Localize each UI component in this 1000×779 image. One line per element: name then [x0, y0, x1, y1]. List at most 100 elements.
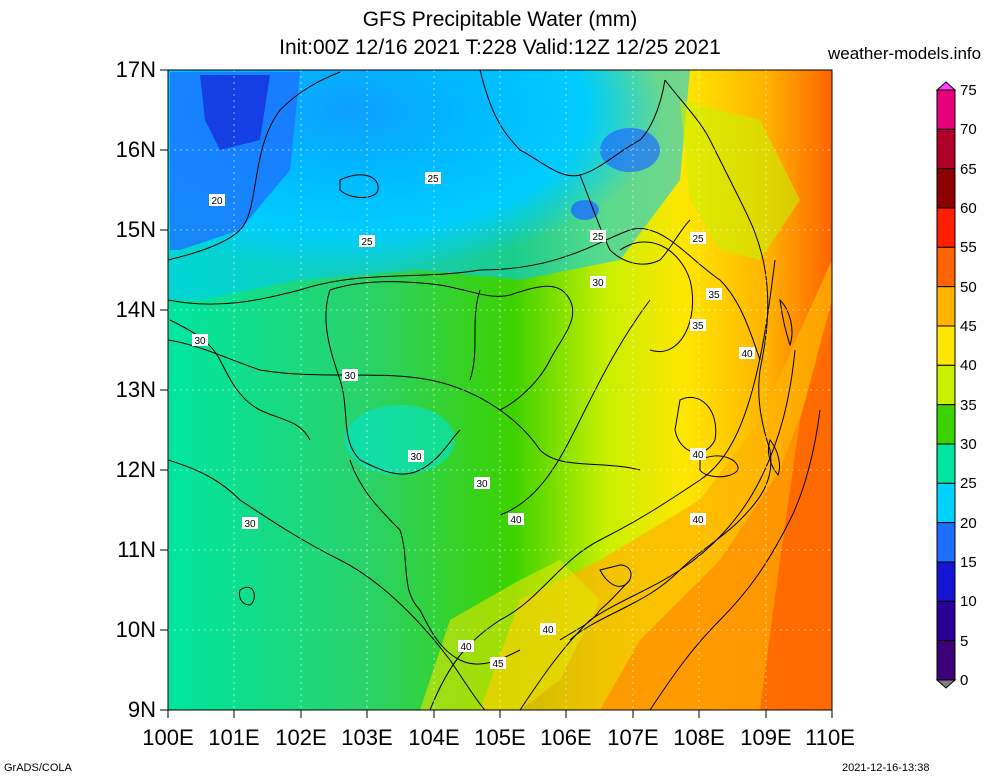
lat-label: 10N — [115, 617, 156, 642]
contour-label-bg — [342, 369, 358, 381]
colorbar-level-label: 0 — [960, 672, 969, 689]
lon-label: 104E — [408, 725, 460, 750]
contour-label-bg — [209, 194, 225, 206]
colorbar-segment — [936, 168, 956, 209]
colorbar-level-label: 15 — [960, 554, 977, 571]
colorbar-level-label: 5 — [960, 632, 969, 650]
lat-label: 15N — [115, 217, 156, 242]
contour-label: 40 — [542, 625, 554, 636]
lon-label: 103E — [341, 725, 393, 750]
lon-label: 100E — [142, 725, 194, 750]
contour-label: 40 — [692, 515, 704, 526]
contour-label-bg — [690, 232, 706, 244]
contour-label-bg — [490, 657, 506, 669]
colorbar-level-label: 10 — [960, 593, 977, 611]
lon-label: 101E — [208, 725, 260, 750]
colorbar-segment — [936, 364, 956, 406]
contour-label: 20 — [211, 196, 223, 207]
colorbar-level-label: 40 — [960, 357, 977, 375]
lat-label: 17N — [115, 57, 156, 82]
contour-label-bg — [192, 334, 208, 346]
footer-timestamp: 2021-12-16-13:38 — [842, 762, 930, 774]
contour-label: 30 — [244, 519, 256, 530]
colorbar-segment — [936, 128, 956, 170]
colorbar-segment — [936, 325, 956, 366]
colorbar-segment — [936, 246, 956, 288]
lon-label: 107E — [607, 725, 659, 750]
colorbar-level-label: 45 — [960, 318, 977, 335]
colorbar-segment — [936, 207, 956, 248]
coastlines-borders — [169, 70, 793, 665]
lat-label: 16N — [115, 137, 156, 162]
contour-label-bg — [690, 513, 706, 525]
contour-label-bg — [408, 450, 424, 462]
contour-label-bg — [590, 276, 606, 288]
contour-label-bg — [474, 477, 490, 489]
colorbar-level-label: 25 — [960, 475, 977, 493]
colorbar-level-label: 20 — [960, 514, 977, 532]
contour-label-bg — [706, 288, 722, 300]
contour-label: 40 — [741, 349, 753, 360]
lon-label: 102E — [275, 725, 327, 750]
lon-label: 105E — [474, 725, 526, 750]
colorbar-level-label: 35 — [960, 396, 977, 414]
contour-label: 30 — [194, 336, 206, 347]
contour-label-bg — [508, 513, 524, 525]
contour-label: 25 — [592, 232, 604, 243]
contour-label-bg — [242, 517, 258, 529]
colorbar-segment — [936, 286, 956, 327]
contour-label: 30 — [410, 452, 422, 463]
contour-label-bg — [359, 235, 375, 247]
contour-label: 25 — [692, 234, 704, 245]
axis-ticks — [160, 69, 833, 718]
contour-label-bg — [590, 230, 606, 242]
site-credit: weather-models.info — [828, 44, 982, 63]
contour-label-bg — [425, 172, 441, 184]
footer-software: GrADS/COLA — [4, 762, 72, 774]
contour-label: 40 — [510, 515, 522, 526]
chart-title: GFS Precipitable Water (mm) — [362, 8, 638, 31]
colorbar-level-label: 50 — [960, 278, 977, 296]
colorbar-segment — [935, 679, 957, 689]
contour-label: 40 — [460, 642, 472, 653]
colorbar-segment — [936, 640, 956, 681]
colorbar-segment — [936, 482, 956, 524]
contour-label: 30 — [592, 278, 604, 289]
contour-label: 40 — [692, 450, 704, 461]
colorbar-segment — [936, 443, 956, 484]
colorbar-level-label: 65 — [960, 160, 977, 178]
contour-label: 30 — [344, 371, 356, 382]
contour-label: 25 — [361, 237, 373, 248]
lon-label: 110E — [805, 725, 855, 750]
colorbar-level-label: 55 — [960, 239, 977, 257]
lon-label: 108E — [673, 725, 725, 750]
contour-label-bg — [690, 448, 706, 460]
colorbar-segment — [936, 89, 956, 130]
contour-label-bg — [458, 640, 474, 652]
contour-label: 45 — [492, 659, 504, 670]
contour-label: 35 — [692, 321, 704, 332]
contour-label: 25 — [427, 174, 439, 185]
colorbar-segment — [935, 81, 957, 91]
colorbar — [935, 81, 957, 689]
colorbar-level-label: 75 — [960, 82, 977, 99]
lat-label: 9N — [127, 697, 156, 722]
pw-field — [168, 70, 832, 710]
lat-label: 12N — [115, 457, 156, 482]
contour-label-bg — [540, 623, 556, 635]
contour-label: 35 — [708, 290, 720, 301]
contour-label: 30 — [476, 479, 488, 490]
colorbar-level-label: 60 — [960, 200, 977, 217]
contour-label-bg — [690, 319, 706, 331]
colorbar-segment — [936, 600, 956, 642]
colorbar-segment — [936, 522, 956, 563]
chart-subtitle: Init:00Z 12/16 2021 T:228 Valid:12Z 12/2… — [279, 36, 721, 59]
colorbar-level-label: 70 — [960, 121, 977, 139]
colorbar-level-label: 30 — [960, 436, 977, 453]
gridlines — [168, 70, 832, 710]
lat-label: 13N — [115, 377, 156, 402]
lon-label: 109E — [740, 725, 792, 750]
contour-labels: 20 25 25 25 25 30 30 30 30 30 30 35 35 40 40 40 40 40 40 45 — [192, 172, 755, 670]
lon-label: 106E — [540, 725, 592, 750]
